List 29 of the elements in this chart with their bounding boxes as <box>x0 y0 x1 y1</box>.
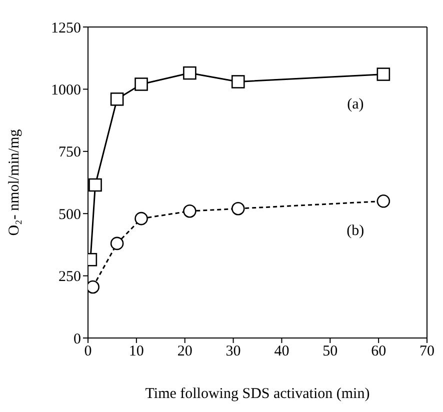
x-tick-label: 10 <box>128 344 144 360</box>
y-tick-label: 1250 <box>51 20 81 36</box>
point <box>88 178 102 192</box>
annotation: (b) <box>346 223 364 240</box>
x-axis-title: Time following SDS activation (min) <box>145 386 370 402</box>
x-tick-label: 60 <box>371 344 386 360</box>
y-tick-label: 500 <box>58 206 81 223</box>
y-tick-label: 250 <box>58 269 81 286</box>
x-tick-label: 40 <box>274 344 290 360</box>
x-tick-label: 0 <box>84 344 92 360</box>
annotation: (a) <box>347 96 364 112</box>
point <box>376 68 390 81</box>
x-tick-label: 20 <box>177 344 192 360</box>
point <box>231 202 245 216</box>
x-tick-label: 70 <box>420 344 434 360</box>
point <box>376 194 390 208</box>
point <box>183 204 196 218</box>
point <box>183 66 196 80</box>
y-tick-label: 750 <box>58 144 81 161</box>
x-tick-label: 30 <box>226 344 241 360</box>
x-tick-label: 50 <box>322 344 338 360</box>
point <box>231 75 245 88</box>
y-axis-title: O₂- nmol/min/mg <box>6 128 22 236</box>
point <box>110 92 124 106</box>
point <box>134 78 148 91</box>
point <box>110 236 124 250</box>
y-tick-label: 1000 <box>51 82 81 99</box>
y-tick-label: 0 <box>74 331 81 348</box>
point <box>134 212 148 226</box>
